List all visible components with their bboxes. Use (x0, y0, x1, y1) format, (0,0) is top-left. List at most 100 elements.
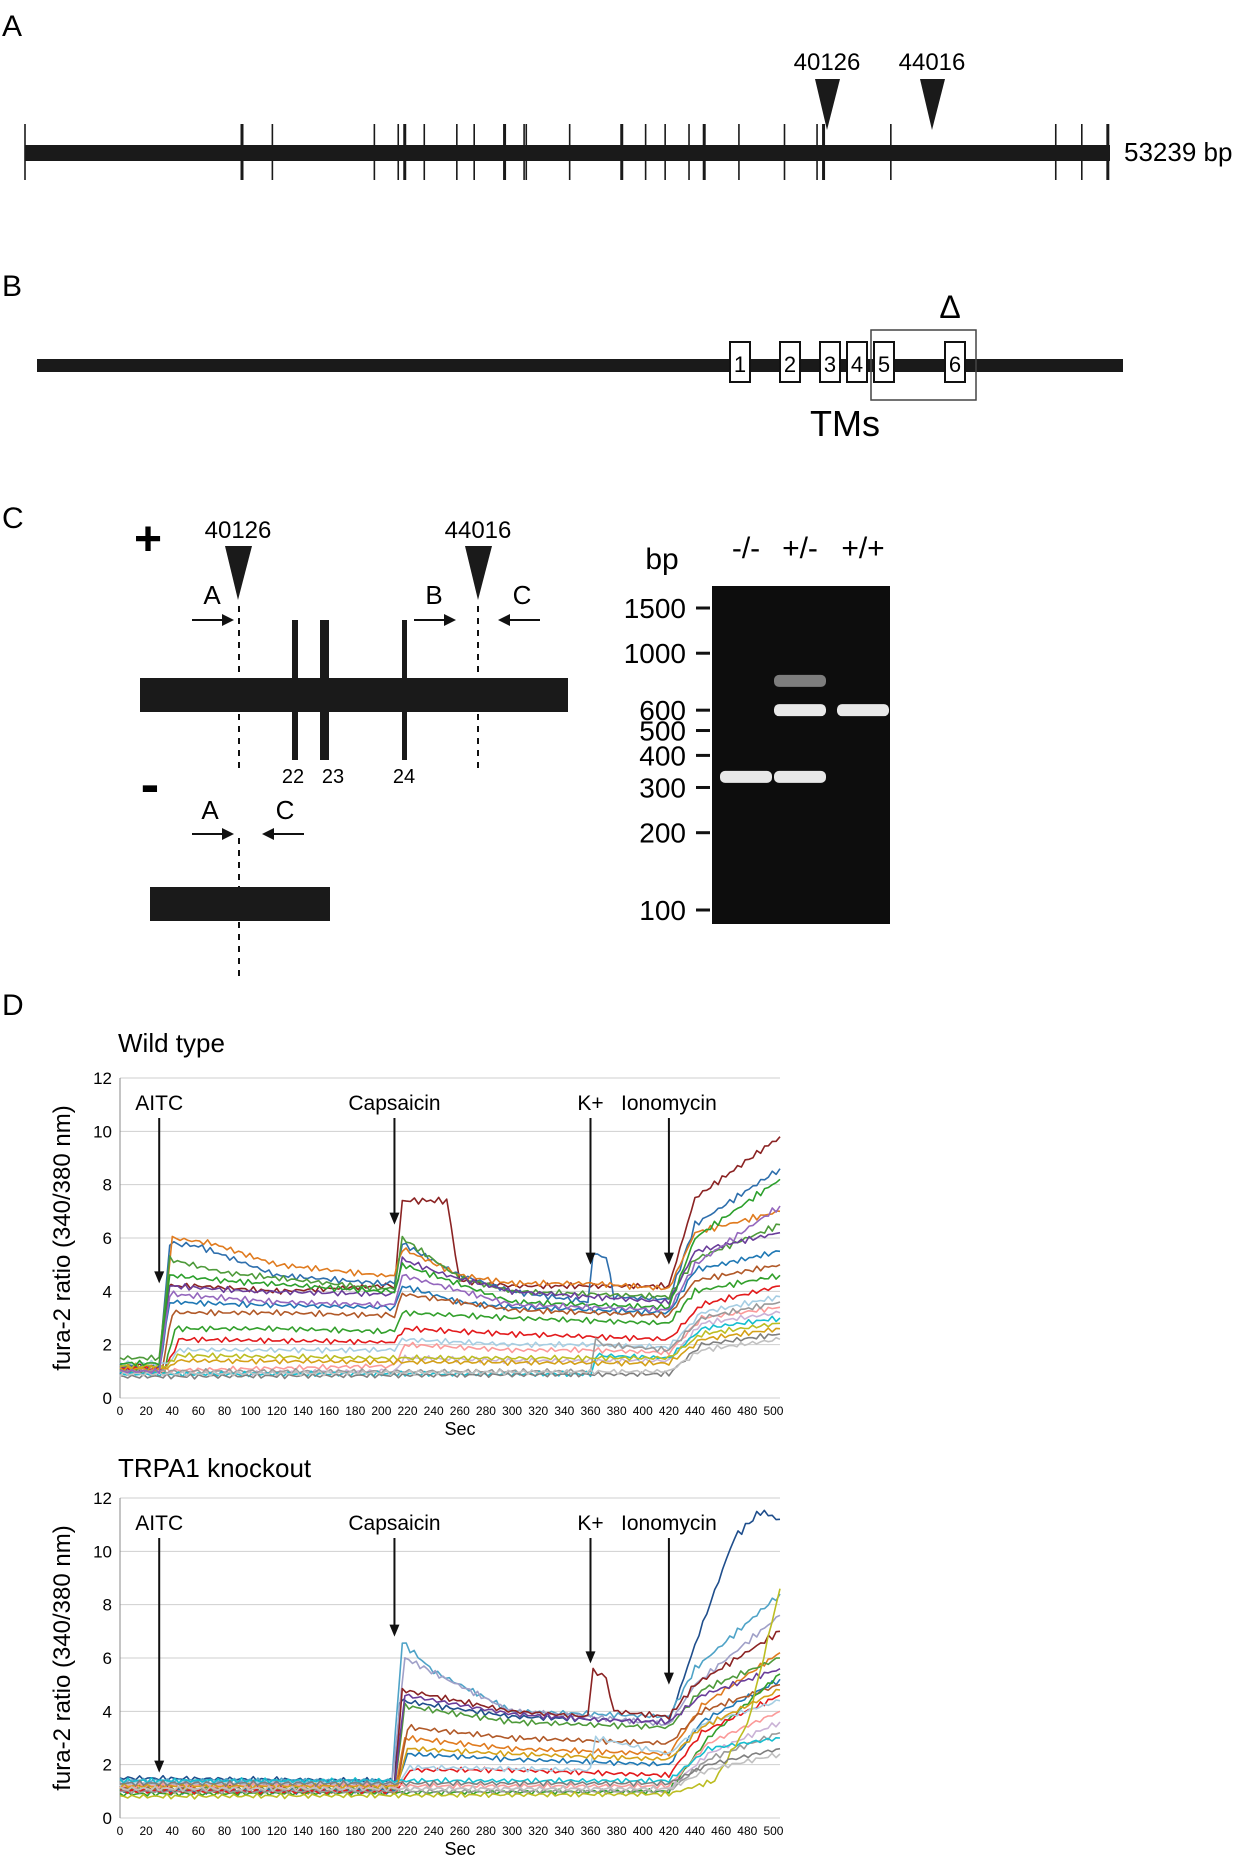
panel-b-tm-6-label: 6 (949, 352, 961, 377)
panel-a-marker-2: 44016 (899, 49, 966, 130)
chart-2-title: TRPA1 knockout (118, 1453, 312, 1483)
chart-series-line (119, 1588, 781, 1800)
panel-a-marker-2-label: 44016 (899, 49, 966, 76)
chart-series-line (119, 1752, 781, 1793)
panel-c-primer-b-arrowhead (444, 614, 456, 626)
chart-x-tick-label: 180 (345, 1404, 365, 1418)
chart-series-line (119, 1731, 781, 1795)
chart-annotation-arrowhead (389, 1212, 400, 1225)
chart-x-tick-label: 40 (166, 1404, 180, 1418)
chart-x-tick-label: 420 (659, 1824, 679, 1838)
panel-c: C + 40126 44016 A B C 22 23 24 - A C (2, 502, 568, 980)
panel-c-ko-primer-c-label: C (276, 795, 295, 825)
chart-x-tick-label: 100 (241, 1404, 261, 1418)
chart-annotation-arrowhead (663, 1672, 674, 1685)
panel-b-tm-1-label: 1 (734, 352, 746, 377)
chart-x-tick-label: 460 (711, 1824, 731, 1838)
panel-b-tm-5-label: 5 (878, 352, 890, 377)
panel-b-tm-2-label: 2 (784, 352, 796, 377)
chart-x-tick-label: 40 (166, 1824, 180, 1838)
chart-x-tick-label: 0 (117, 1404, 124, 1418)
panel-c-exon-22-label: 22 (282, 766, 304, 788)
panel-b-tm-1-box (729, 341, 751, 383)
panel-b-tms-label: TMs (810, 403, 880, 444)
panel-b-deletion-box (870, 329, 977, 401)
chart-y-tick-label: 10 (93, 1542, 112, 1561)
panel-c-marker-1-triangle (225, 546, 252, 600)
panel-b-letter: B (2, 270, 22, 303)
panel-a-exons (24, 124, 1110, 180)
gel-band (720, 770, 772, 783)
chart-series-line (119, 1250, 781, 1375)
chart-series-line (119, 1273, 781, 1375)
chart-y-tick-label: 4 (103, 1702, 112, 1721)
panel-b-tm-3-box (819, 341, 841, 383)
chart-x-tick-label: 0 (117, 1824, 124, 1838)
gel-ladder-label: 400 (639, 740, 686, 771)
chart-y-tick-label: 0 (103, 1809, 112, 1828)
chart-x-tick-label: 300 (502, 1404, 522, 1418)
panel-c-letter: C (2, 502, 24, 535)
chart-x-tick-label: 260 (450, 1404, 470, 1418)
chart-x-tick-label: 80 (218, 1824, 232, 1838)
panel-a-gene-bar (25, 145, 1110, 161)
chart-series-line (119, 1614, 781, 1787)
chart-x-tick-label: 420 (659, 1404, 679, 1418)
chart-y-tick-label: 0 (103, 1389, 112, 1408)
gel-ladder-label: 1500 (624, 593, 686, 624)
chart-x-tick-label: 320 (528, 1824, 548, 1838)
panel-c-ko-primer-c-arrowhead (262, 828, 274, 840)
chart-x-tick-label: 180 (345, 1824, 365, 1838)
chart-x-tick-label: 280 (476, 1404, 496, 1418)
panel-c-wt-allele-bar (140, 678, 568, 712)
chart-1-title: Wild type (118, 1028, 225, 1058)
chart-x-tick-label: 500 (763, 1404, 783, 1418)
chart-x-tick-label: 400 (633, 1404, 653, 1418)
chart-series-line (119, 1210, 781, 1370)
chart-x-tick-label: 20 (139, 1404, 153, 1418)
gel-ladder-label: 300 (639, 772, 686, 803)
chart-x-tick-label: 60 (192, 1824, 206, 1838)
panel-c-exon-23-mark (320, 620, 329, 760)
gel-ladder-label: 100 (639, 895, 686, 926)
panel-b-tm-3-label: 3 (824, 352, 836, 377)
chart-x-tick-label: 240 (424, 1404, 444, 1418)
panel-b-tm-4-box (846, 341, 868, 383)
chart-x-tick-label: 120 (267, 1824, 287, 1838)
panel-b: B Δ 1 2 3 4 5 6 TMs (2, 270, 1123, 444)
chart-annotation-label: Capsaicin (348, 1092, 440, 1115)
chart-series-line (119, 1178, 781, 1367)
chart-x-tick-label: 200 (371, 1404, 391, 1418)
chart-x-tick-label: 360 (580, 1824, 600, 1838)
chart-x-tick-label: 440 (685, 1404, 705, 1418)
chart-annotation-arrowhead (585, 1252, 596, 1265)
chart-annotation-label: AITC (135, 1092, 183, 1115)
panel-c-exon-22-mark (292, 620, 298, 760)
gel-ladder-label: 200 (639, 818, 686, 849)
chart-annotation-arrowhead (154, 1760, 165, 1773)
chart-series-line (119, 1747, 781, 1787)
chart-x-tick-label: 440 (685, 1824, 705, 1838)
chart-x-tick-label: 200 (371, 1824, 391, 1838)
chart-y-tick-label: 2 (103, 1336, 112, 1355)
panel-a: A 40126 44016 53239 bp (2, 10, 1232, 180)
chart-y-tick-label: 12 (93, 1069, 112, 1088)
chart-x-tick-label: 140 (293, 1824, 313, 1838)
gel-lane-3-label: +/+ (841, 532, 884, 565)
chart-annotation-label: AITC (135, 1512, 183, 1535)
panel-c-marker-2-label: 44016 (445, 517, 512, 544)
panel-b-tm-4-label: 4 (851, 352, 863, 377)
gel-unit-label: bp (645, 543, 678, 576)
chart-series-line (119, 1136, 781, 1369)
panel-a-marker-1-label: 40126 (794, 49, 861, 76)
chart-series-line (119, 1315, 781, 1378)
chart-series-line (119, 1306, 781, 1374)
chart-series-line (119, 1295, 781, 1367)
chart-annotation-arrowhead (663, 1252, 674, 1265)
chart-series-line (119, 1310, 781, 1378)
chart-series-line (119, 1593, 781, 1785)
chart-series-line (119, 1223, 781, 1361)
